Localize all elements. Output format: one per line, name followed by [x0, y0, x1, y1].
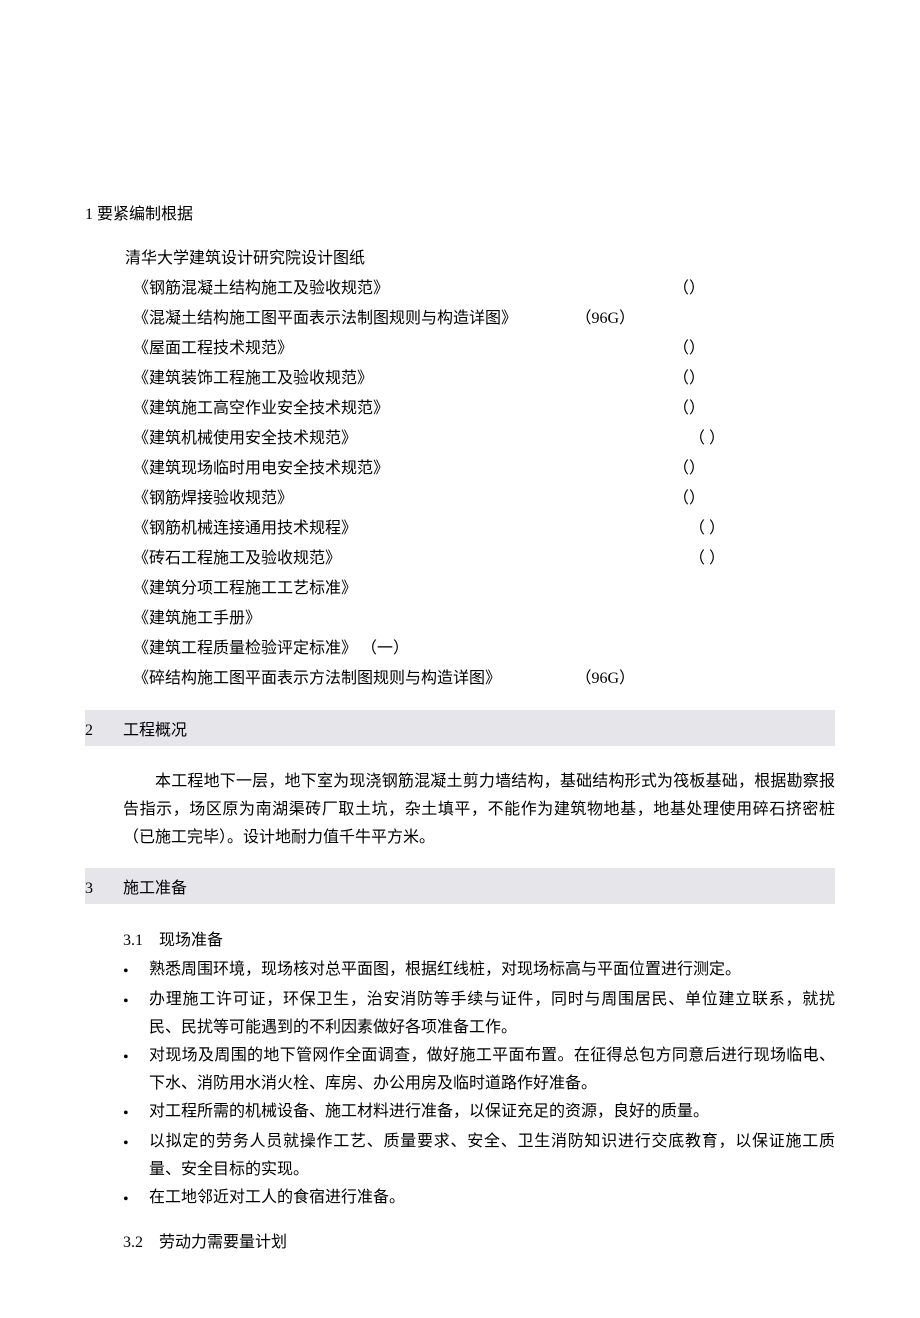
sub-heading-3-2: 3.2 劳动力需要量计划: [123, 1228, 835, 1252]
ref-gap: [293, 334, 673, 364]
ref-title: 《钢筋焊接验收规范》: [125, 484, 293, 514]
refs-block: 清华大学建筑设计研究院设计图纸 《钢筋混凝土结构施工及验收规范》 （） 《混凝土结…: [125, 244, 835, 694]
list-item: •办理施工许可证，环保卫生，治安消防等手续与证件，同时与周围居民、单位建立联系，…: [123, 986, 835, 1042]
list-item: •在工地邻近对工人的食宿进行准备。: [123, 1184, 835, 1214]
list-item-text: 熟悉周围环境，现场核对总平面图，根据红线桩，对现场标高与平面位置进行测定。: [149, 956, 835, 984]
ref-row: 《钢筋焊接验收规范》 （）: [125, 484, 835, 514]
heading-1: 1 要紧编制根据: [85, 200, 835, 224]
ref-code: （）: [673, 334, 835, 364]
ref-gap: [517, 304, 575, 334]
list-item-text: 以拟定的劳务人员就操作工艺、质量要求、安全、卫生消防知识进行交底教育，以保证施工…: [149, 1128, 835, 1184]
section-2-title: 工程概况: [123, 722, 187, 739]
section-2-bar: 2 工程概况: [85, 710, 835, 746]
ref-title: 《建筑工程质量检验评定标准》 （一）: [125, 634, 409, 664]
ref-code: （）: [673, 454, 835, 484]
ref-row: 《建筑装饰工程施工及验收规范》 （）: [125, 364, 835, 394]
ref-gap: [357, 424, 689, 454]
ref-code: （96G）: [575, 664, 835, 694]
ref-title: 《钢筋混凝土结构施工及验收规范》: [125, 274, 389, 304]
ref-gap: [357, 514, 689, 544]
section-2-body: 本工程地下一层，地下室为现浇钢筋混凝土剪力墙结构，基础结构形式为筏板基础，根据勘…: [123, 768, 835, 852]
ref-code: （）: [673, 394, 835, 424]
ref-row: 《混凝土结构施工图平面表示法制图规则与构造详图》 （96G）: [125, 304, 835, 334]
ref-row: 《建筑施工手册》: [125, 604, 835, 634]
page: 1 要紧编制根据 清华大学建筑设计研究院设计图纸 《钢筋混凝土结构施工及验收规范…: [0, 0, 920, 1318]
ref-row: 《建筑施工高空作业安全技术规范》 （）: [125, 394, 835, 424]
bullets-3-1: •熟悉周围环境，现场核对总平面图，根据红线桩，对现场标高与平面位置进行测定。•办…: [123, 956, 835, 1214]
ref-title: 《钢筋机械连接通用技术规程》: [125, 514, 357, 544]
ref-title: 《建筑机械使用安全技术规范》: [125, 424, 357, 454]
ref-row: 《钢筋机械连接通用技术规程》 （ ）: [125, 514, 835, 544]
ref-row: 《建筑机械使用安全技术规范》 （ ）: [125, 424, 835, 454]
ref-code: （）: [673, 484, 835, 514]
ref-title: 《混凝土结构施工图平面表示法制图规则与构造详图》: [125, 304, 517, 334]
section-3-num: 3: [85, 880, 119, 898]
bullet-icon: •: [123, 1042, 149, 1072]
ref-code: （ ）: [689, 424, 835, 454]
ref-gap: [373, 364, 673, 394]
list-item: •以拟定的劳务人员就操作工艺、质量要求、安全、卫生消防知识进行交底教育，以保证施…: [123, 1128, 835, 1184]
ref-title: 《建筑装饰工程施工及验收规范》: [125, 364, 373, 394]
ref-title: 《砖石工程施工及验收规范》: [125, 544, 341, 574]
section-2-num: 2: [85, 722, 119, 740]
section-3-bar: 3 施工准备: [85, 868, 835, 904]
list-item-text: 办理施工许可证，环保卫生，治安消防等手续与证件，同时与周围居民、单位建立联系，就…: [149, 986, 835, 1042]
ref-title: 《建筑现场临时用电安全技术规范》: [125, 454, 389, 484]
ref-code: （ ）: [689, 544, 835, 574]
ref-title: 《建筑施工手册》: [125, 604, 261, 634]
sub-heading-3-1: 3.1 现场准备: [123, 926, 835, 950]
ref-gap: [501, 664, 575, 694]
ref-gap: [389, 454, 673, 484]
bullet-icon: •: [123, 1184, 149, 1214]
list-item: •熟悉周围环境，现场核对总平面图，根据红线桩，对现场标高与平面位置进行测定。: [123, 956, 835, 986]
ref-row: 《建筑现场临时用电安全技术规范》 （）: [125, 454, 835, 484]
ref-row: 《砖石工程施工及验收规范》 （ ）: [125, 544, 835, 574]
ref-gap: [293, 484, 673, 514]
ref-title: 《屋面工程技术规范》: [125, 334, 293, 364]
ref-row: 《建筑工程质量检验评定标准》 （一）: [125, 634, 835, 664]
section-3-title: 施工准备: [123, 880, 187, 897]
ref-title: 《建筑施工高空作业安全技术规范》: [125, 394, 389, 424]
ref-gap: [341, 544, 689, 574]
ref-code: （96G）: [575, 304, 835, 334]
bullet-icon: •: [123, 1098, 149, 1128]
list-item-text: 对工程所需的机械设备、施工材料进行准备，以保证充足的资源，良好的质量。: [149, 1098, 835, 1126]
bullet-icon: •: [123, 956, 149, 986]
ref-title: 《碎结构施工图平面表示方法制图规则与构造详图》: [125, 664, 501, 694]
refs-intro: 清华大学建筑设计研究院设计图纸: [125, 244, 835, 274]
ref-gap: [389, 274, 673, 304]
ref-title: 《建筑分项工程施工工艺标准》: [125, 574, 357, 604]
bullet-icon: •: [123, 986, 149, 1016]
ref-row: 《屋面工程技术规范》 （）: [125, 334, 835, 364]
ref-code: （）: [673, 364, 835, 394]
list-item: •对工程所需的机械设备、施工材料进行准备，以保证充足的资源，良好的质量。: [123, 1098, 835, 1128]
ref-row: 《建筑分项工程施工工艺标准》: [125, 574, 835, 604]
list-item: •对现场及周围的地下管网作全面调查，做好施工平面布置。在征得总包方同意后进行现场…: [123, 1042, 835, 1098]
ref-code: （ ）: [689, 514, 835, 544]
ref-code: （）: [673, 274, 835, 304]
list-item-text: 在工地邻近对工人的食宿进行准备。: [149, 1184, 835, 1212]
ref-row: 《碎结构施工图平面表示方法制图规则与构造详图》 （96G）: [125, 664, 835, 694]
ref-gap: [389, 394, 673, 424]
list-item-text: 对现场及周围的地下管网作全面调查，做好施工平面布置。在征得总包方同意后进行现场临…: [149, 1042, 835, 1098]
bullet-icon: •: [123, 1128, 149, 1158]
ref-row: 《钢筋混凝土结构施工及验收规范》 （）: [125, 274, 835, 304]
